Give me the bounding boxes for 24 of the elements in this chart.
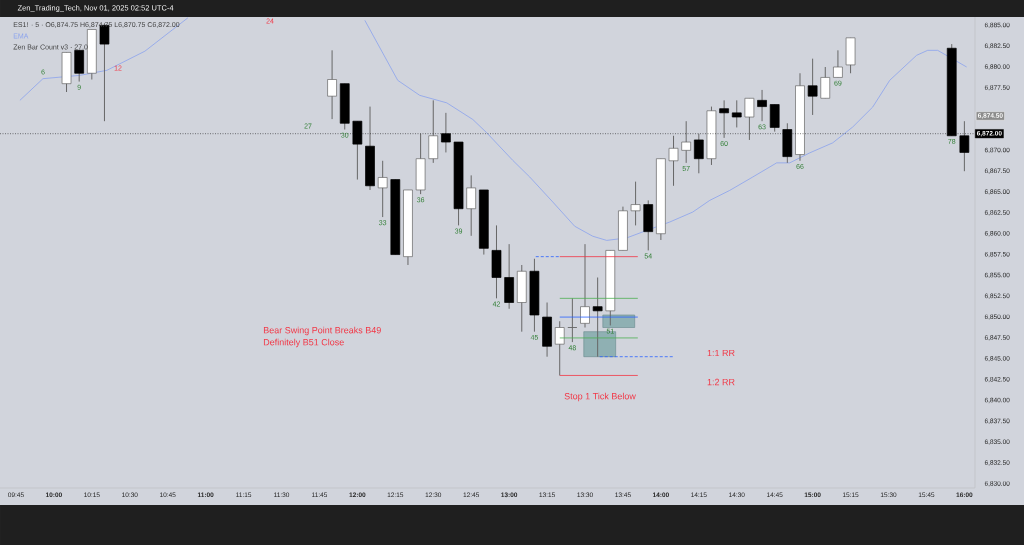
candlestick [757,89,767,122]
candlestick [769,104,780,133]
candlestick [668,135,679,187]
annotation: 1:2 RR [707,378,735,386]
candlestick [327,49,337,120]
annotation: Bear Swing Point Breaks B49 [263,326,381,336]
candlestick [428,99,439,164]
candlestick [74,49,85,83]
candlestick [466,174,477,237]
candlestick [833,49,843,78]
annotation: Stop 1 Tick Below [564,392,636,402]
candlestick [681,120,692,164]
candlestick [693,133,704,174]
candlestick [592,277,603,358]
candlestick [820,66,831,99]
candlestick [554,320,565,376]
candlestick [630,181,641,226]
annotation: Definitely B51 Close [263,338,344,348]
candlestick [744,97,755,141]
candlestick [807,58,818,116]
candlestick [731,99,742,128]
candlestick [580,243,590,329]
candlestick [377,160,388,218]
annotation: 1:1 RR [707,349,735,357]
